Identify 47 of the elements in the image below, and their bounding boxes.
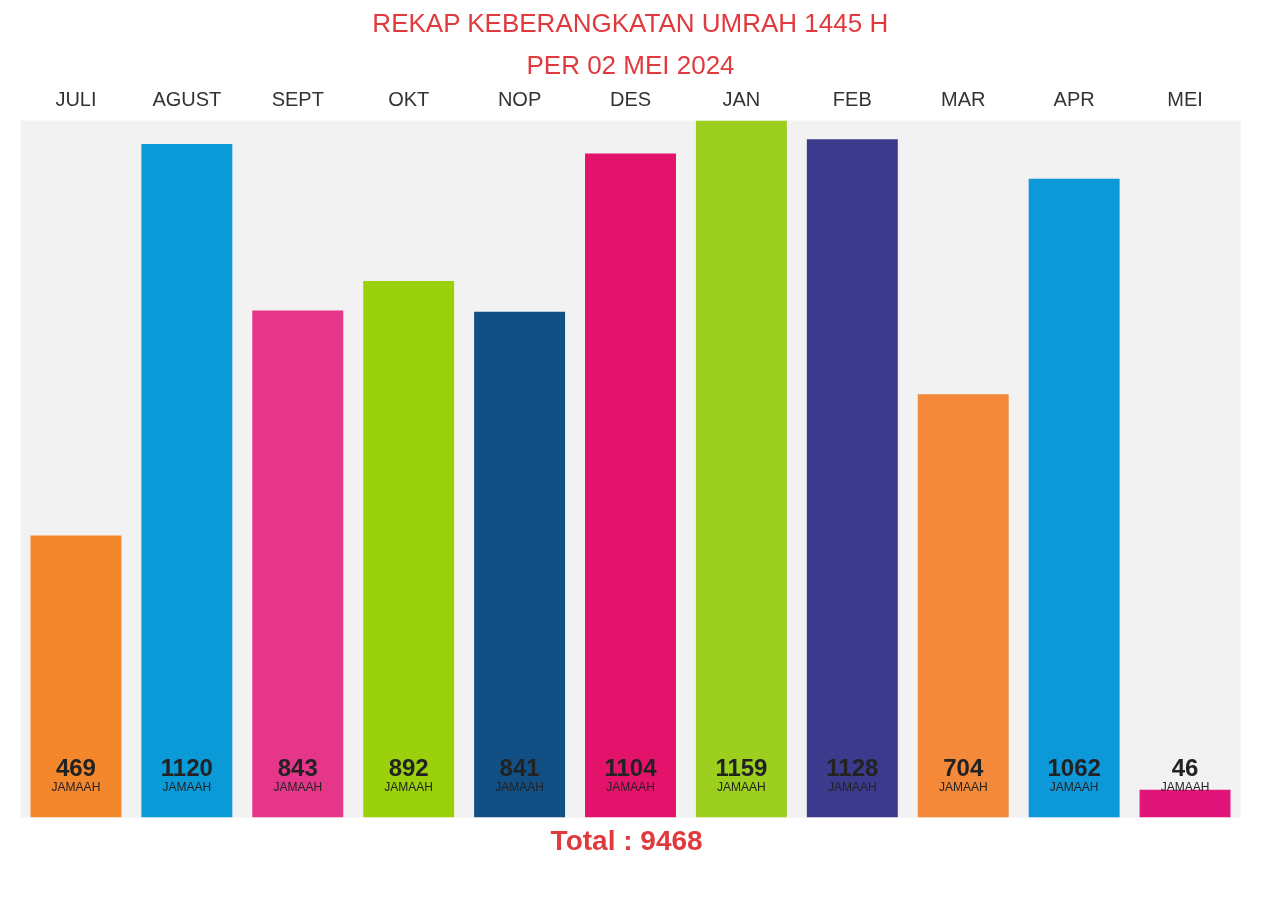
data-label: 1128	[826, 753, 879, 781]
data-label: 1120	[160, 753, 213, 781]
data-label: 704	[943, 753, 984, 781]
annotation: JAMAAH	[162, 779, 212, 794]
bar	[30, 535, 122, 818]
x-tick-label: FEB	[832, 87, 872, 110]
x-tick-label: DES	[609, 87, 652, 110]
data-label: 1104	[604, 753, 658, 781]
annotation: JAMAAH	[827, 779, 877, 794]
data-label: 469	[55, 753, 96, 781]
data-label: 1159	[715, 753, 768, 781]
annotation: JAMAAH	[495, 779, 544, 794]
bar	[252, 310, 344, 818]
bar	[363, 281, 455, 818]
text: Total : 9468	[550, 824, 703, 856]
annotation: JAMAAH	[384, 779, 434, 794]
x-tick-label: MAR	[941, 87, 986, 110]
x-tick-label: SEPT	[271, 87, 324, 110]
chart-subtitle: PER 02 MEI 2024	[526, 49, 735, 80]
data-label: 841	[499, 753, 540, 781]
bar	[1028, 178, 1120, 818]
annotation: JAMAAH	[1160, 779, 1210, 794]
bar	[806, 139, 898, 818]
annotation: JAMAAH	[717, 779, 766, 794]
x-tick-label: NOP	[497, 87, 542, 110]
bar	[141, 143, 233, 818]
chart-title: REKAP KEBERANGKATAN UMRAH 1445 H	[372, 7, 889, 38]
bar	[1139, 789, 1231, 818]
bar	[474, 311, 566, 818]
x-tick-label: MEI	[1167, 87, 1203, 110]
annotation: JAMAAH	[1049, 779, 1099, 794]
data-label: 892	[388, 753, 429, 781]
annotation: JAMAAH	[606, 779, 655, 794]
x-tick-label: JAN	[722, 87, 761, 110]
x-tick-label: AGUST	[152, 87, 222, 110]
x-tick-label: OKT	[388, 87, 430, 110]
annotation: JAMAAH	[273, 779, 323, 794]
data-label: 46	[1171, 753, 1199, 781]
x-tick-label: APR	[1053, 87, 1095, 110]
annotation: JAMAAH	[938, 779, 988, 794]
annotation: JAMAAH	[51, 779, 101, 794]
data-label: 1062	[1047, 753, 1101, 781]
bar	[695, 120, 787, 818]
bar	[917, 394, 1009, 818]
x-tick-label: JULI	[55, 87, 97, 110]
bar	[585, 153, 676, 818]
data-label: 843	[277, 753, 318, 781]
